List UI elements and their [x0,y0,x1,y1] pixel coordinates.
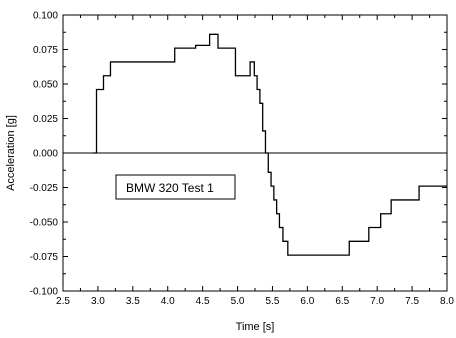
series-group [93,33,447,256]
x-tick-label: 7.5 [405,296,419,307]
x-tick-label: 6.5 [335,296,349,307]
x-tick-label: 8.0 [440,296,454,307]
y-axis-title: Acceleration [g] [5,115,17,191]
x-tick-label: 4.5 [196,296,210,307]
x-tick-label: 2.5 [56,296,70,307]
y-tick-label: -0.050 [30,218,59,229]
y-tick-label: -0.025 [30,183,59,194]
y-tick-label: 0.050 [33,80,58,91]
y-tick-label: 0.025 [33,114,58,125]
y-tick-label: 0.100 [33,11,58,22]
y-tick-label: 0.075 [33,45,58,56]
x-tick-label: 4.0 [161,296,175,307]
y-axis: 0.100 0.075 0.050 0.025 0.000 -0.025 -0.050 -0.… [30,11,447,298]
x-tick-label: 6.0 [300,296,314,307]
annotation-group: BMW 320 Test 1 [115,174,236,200]
x-axis: 2.5 3.0 3.5 4.0 4.5 5.0 5.5 6.0 6.5 7.0 7.5 8.0 [56,15,454,307]
y-tick-label: -0.075 [30,252,59,263]
x-axis-title: Time [s] [236,321,275,333]
x-tick-label: 5.0 [231,296,245,307]
annotation-label: BMW 320 Test 1 [126,181,214,195]
y-tick-label: -0.100 [30,287,59,298]
x-tick-label: 5.5 [266,296,280,307]
y-tick-label: 0.000 [33,149,58,160]
x-tick-label: 3.5 [126,296,140,307]
series-line [93,33,447,256]
x-tick-label: 3.0 [91,296,105,307]
x-tick-label: 7.0 [370,296,384,307]
annotation-box [115,174,236,200]
